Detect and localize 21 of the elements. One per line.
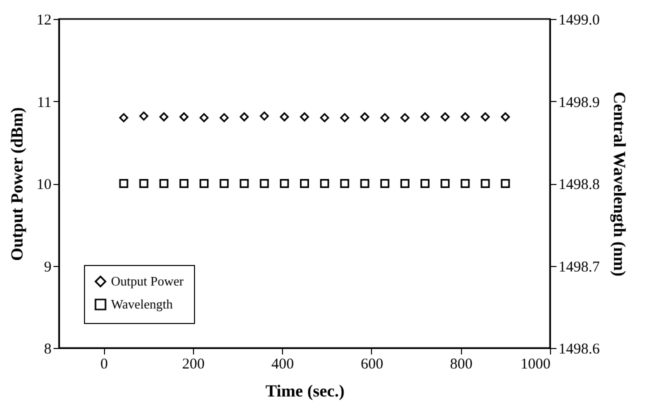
legend-label: Wavelength bbox=[111, 296, 174, 312]
y-tick-label: 9 bbox=[44, 259, 52, 276]
x-tick-label: 1000 bbox=[520, 356, 550, 372]
y-tick-label: 10 bbox=[36, 177, 52, 193]
x-tick-label: 0 bbox=[100, 356, 108, 372]
y2-tick-label: 1498.6 bbox=[558, 342, 600, 358]
y-tick-label: 12 bbox=[36, 12, 52, 28]
y-tick-label: 8 bbox=[44, 342, 52, 358]
x-tick-label: 200 bbox=[182, 356, 205, 372]
x-axis-title: Time (sec.) bbox=[266, 382, 344, 400]
y2-tick-label: 1498.8 bbox=[558, 177, 600, 193]
y2-axis-title: Central Wavelength (nm) bbox=[610, 92, 629, 276]
y2-tick-label: 1498.9 bbox=[558, 94, 600, 111]
y2-tick-label: 1498.7 bbox=[558, 259, 600, 276]
legend-label: Output Power bbox=[111, 274, 184, 288]
x-tick-label: 600 bbox=[360, 356, 384, 372]
y-axis-title: Output Power (dBm) bbox=[8, 107, 26, 261]
y2-tick-label: 1499.0 bbox=[558, 12, 600, 28]
y-tick-label: 11 bbox=[37, 94, 52, 111]
x-tick-label: 400 bbox=[271, 356, 294, 372]
x-tick-label: 800 bbox=[450, 356, 472, 372]
